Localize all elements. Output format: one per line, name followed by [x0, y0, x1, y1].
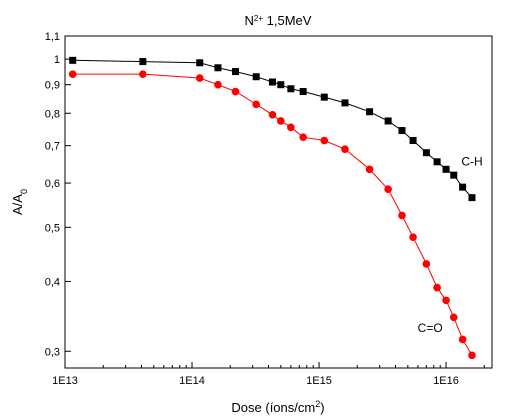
data-point [459, 183, 467, 191]
data-point [365, 165, 374, 174]
data-point [299, 133, 307, 141]
data-point [139, 58, 147, 66]
series-2: C=O [68, 70, 476, 360]
data-point [196, 59, 204, 67]
data-point [287, 123, 295, 132]
axes-layer: 1E13 1E14 1E15 1E16 1,1 1 0,9 0,8 0,7 0,6 0,5 0,4 0,… [45, 31, 485, 387]
data-point [252, 100, 260, 109]
data-point [449, 313, 458, 322]
data-point [214, 80, 222, 89]
data-point [299, 88, 307, 96]
data-point [442, 165, 450, 173]
data-point [277, 81, 285, 89]
data-point [442, 296, 450, 305]
data-point [195, 74, 204, 82]
data-point [366, 108, 374, 116]
data-point [214, 64, 222, 72]
y-tick-label: 0,4 [45, 276, 60, 288]
x-tick-label: 1E14 [179, 375, 205, 387]
data-point [468, 194, 476, 202]
x-tick-label: 1E16 [433, 375, 459, 387]
data-point [276, 117, 285, 125]
data-point [268, 78, 276, 86]
data-point [69, 56, 77, 64]
data-point [232, 68, 240, 76]
data-point [398, 211, 406, 220]
data-point [341, 99, 349, 107]
y-tick-label: 0,7 [45, 141, 60, 153]
x-tick-label: 1E13 [52, 375, 78, 387]
data-point [422, 149, 430, 157]
data-point [320, 93, 328, 101]
data-point [231, 87, 240, 96]
plot-frame [64, 35, 493, 369]
y-tick-label: 0,8 [45, 108, 60, 120]
data-point [409, 137, 417, 145]
series-label: C-H [461, 155, 482, 169]
series-label: C=O [418, 321, 443, 335]
data-point [398, 127, 406, 135]
data-point [139, 70, 147, 78]
series-layer: C-H C=O [68, 56, 483, 360]
data-point [252, 73, 260, 81]
data-point [320, 136, 329, 145]
y-tick-label: 1 [54, 54, 60, 66]
y-tick-label: 0,3 [45, 346, 60, 358]
y-axis-label: A/A0 [10, 189, 29, 215]
data-point [384, 117, 392, 125]
x-axis-label: Dose (íons/cm2) [231, 399, 324, 415]
data-point [468, 351, 476, 360]
y-tick-label: 0,9 [45, 80, 60, 92]
data-point [287, 85, 295, 93]
data-point [422, 260, 431, 268]
data-point [341, 145, 349, 153]
data-point [384, 185, 392, 194]
chart-title: N2+ 1,5MeV [245, 13, 312, 28]
data-point [433, 158, 441, 166]
series-1: C-H [69, 56, 483, 202]
data-point [268, 110, 277, 119]
y-tick-label: 0,6 [45, 178, 60, 190]
series-line [72, 59, 473, 199]
y-tick-label: 0,5 [45, 222, 60, 234]
y-tick-label: 1,1 [45, 31, 60, 43]
data-point [433, 283, 441, 292]
series-line [72, 73, 473, 356]
data-point [450, 171, 458, 179]
data-point [68, 70, 77, 78]
data-point [458, 335, 467, 344]
data-point [409, 233, 417, 242]
x-tick-label: 1E15 [306, 375, 332, 387]
